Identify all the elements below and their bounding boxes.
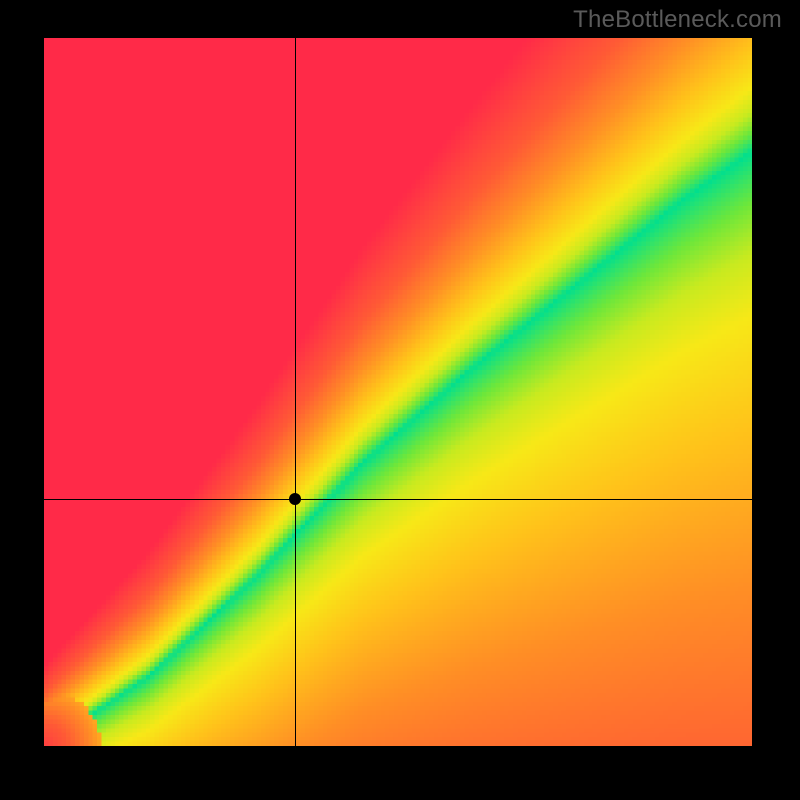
crosshair-vertical: [295, 38, 296, 746]
plot-area: [44, 38, 752, 746]
crosshair-horizontal: [44, 499, 752, 500]
bottleneck-heatmap: [44, 38, 752, 746]
watermark-text: TheBottleneck.com: [573, 6, 782, 34]
stage: TheBottleneck.com: [0, 0, 800, 800]
